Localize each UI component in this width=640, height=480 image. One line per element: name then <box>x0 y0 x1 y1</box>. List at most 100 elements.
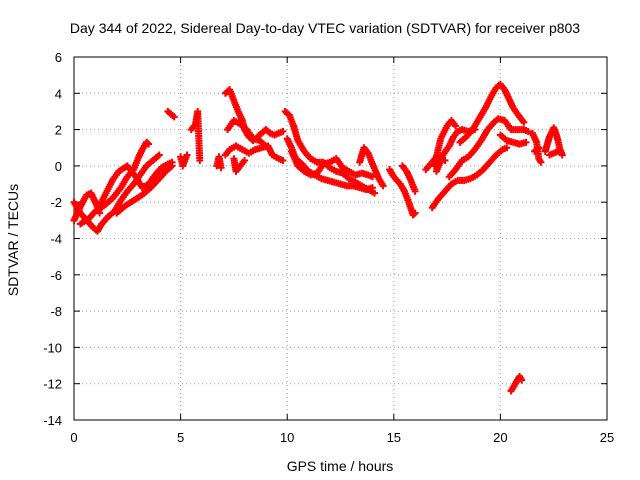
data-point <box>492 81 503 92</box>
data-point <box>264 144 272 152</box>
x-tick-label: 10 <box>280 430 294 445</box>
x-tick-label: 15 <box>387 430 401 445</box>
data-point <box>371 189 379 197</box>
data-point <box>241 156 249 164</box>
data-point <box>524 127 532 135</box>
data-point <box>130 192 145 204</box>
data-point <box>294 136 307 154</box>
data-point <box>368 160 382 181</box>
data-point <box>279 156 287 164</box>
data-point <box>458 154 470 164</box>
y-tick-label: 6 <box>55 50 62 65</box>
data-point <box>475 106 488 123</box>
y-axis-label: SDTVAR / TECUs <box>5 184 21 296</box>
data-point <box>439 144 452 159</box>
data-point <box>481 93 495 112</box>
x-tick-label: 5 <box>177 430 184 445</box>
data-point <box>136 164 149 179</box>
data-point <box>108 169 121 184</box>
data-point <box>115 163 130 175</box>
data-point <box>411 209 419 217</box>
data-point <box>194 107 204 162</box>
data-point <box>221 147 232 159</box>
x-tick-label: 20 <box>493 430 507 445</box>
data-point <box>243 126 256 141</box>
data-point <box>509 104 522 119</box>
data-point <box>541 142 551 155</box>
y-tick-label: -2 <box>50 195 62 210</box>
data-point <box>554 147 562 155</box>
data-point <box>232 142 244 152</box>
data-point <box>467 172 479 183</box>
data-point <box>428 196 441 212</box>
data-point <box>403 167 414 183</box>
data-point <box>79 193 90 206</box>
data-point <box>217 164 225 172</box>
data-point <box>435 189 447 203</box>
data-point <box>558 151 566 159</box>
data-point <box>479 160 492 174</box>
axis-ticks <box>73 56 608 421</box>
data-point <box>268 151 281 161</box>
data-point <box>368 184 376 192</box>
chart-title: Day 344 of 2022, Sidereal Day-to-day VTE… <box>70 20 580 36</box>
data-point <box>362 184 374 193</box>
y-tick-label: -6 <box>50 268 62 283</box>
data-point <box>236 158 247 170</box>
data-point <box>411 187 419 195</box>
data-point <box>518 376 526 384</box>
data-point <box>445 135 457 150</box>
data-point <box>70 209 81 224</box>
data-point <box>484 120 496 134</box>
data-point <box>471 138 484 154</box>
data-point <box>123 162 138 179</box>
data-point <box>535 144 543 152</box>
data-point <box>279 127 287 135</box>
data-point <box>496 131 509 143</box>
x-tick-label: 0 <box>70 430 77 445</box>
data-point <box>535 155 544 164</box>
data-point <box>516 372 525 382</box>
y-tick-label: -14 <box>43 413 62 428</box>
data-point <box>405 198 416 217</box>
y-tick-label: 4 <box>55 86 62 101</box>
data-point <box>251 144 263 154</box>
data-point <box>452 122 460 130</box>
data-point <box>108 185 123 203</box>
data-point <box>85 209 98 223</box>
data-point <box>386 166 397 179</box>
data-point <box>452 158 465 174</box>
data-point <box>183 151 191 159</box>
y-tick-label: -4 <box>50 232 62 247</box>
y-tick-label: -12 <box>43 377 62 392</box>
data-point <box>300 147 313 161</box>
y-tick-label: 2 <box>55 123 62 138</box>
x-tick-label: 25 <box>600 430 614 445</box>
data-point <box>520 118 528 126</box>
data-point <box>102 179 115 197</box>
data-point <box>117 175 130 192</box>
data-point <box>132 173 145 190</box>
tick-labels: 0 5 10 15 20 25 -14 -12 -10 -8 -6 -4 -2 0 2 4 6 <box>43 50 614 445</box>
data-point <box>477 127 491 144</box>
data-point <box>224 118 237 134</box>
data-point <box>447 117 458 128</box>
data-point <box>145 140 153 148</box>
x-axis-label: GPS time / hours <box>287 458 394 474</box>
data-point <box>170 113 178 121</box>
data-point <box>522 138 530 146</box>
data-point <box>168 162 176 170</box>
data-point <box>93 222 105 235</box>
data-point <box>332 155 345 170</box>
data-points <box>70 80 566 395</box>
data-point <box>537 158 545 166</box>
data-point <box>155 151 163 159</box>
y-tick-label: -8 <box>50 304 62 319</box>
data-point <box>130 157 141 174</box>
data-point <box>121 197 136 210</box>
data-point <box>375 175 386 188</box>
data-point <box>300 167 313 178</box>
data-point <box>503 144 511 152</box>
